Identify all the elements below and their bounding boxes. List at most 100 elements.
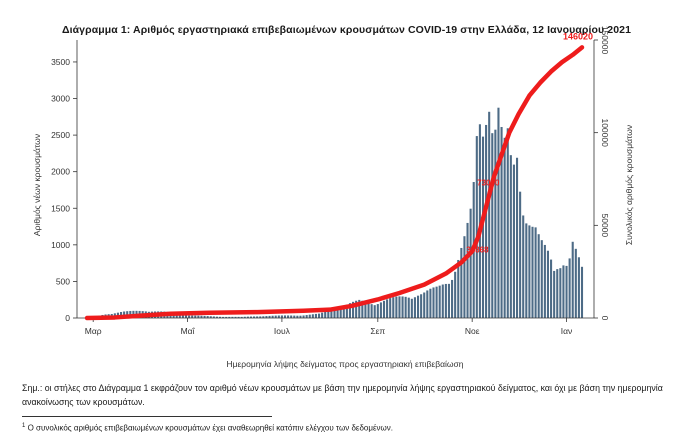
cumulative-value-label: 146020 bbox=[563, 31, 593, 41]
bar bbox=[457, 259, 460, 318]
bar bbox=[475, 136, 478, 318]
bar bbox=[580, 266, 584, 318]
bar bbox=[512, 164, 515, 318]
bar bbox=[271, 315, 274, 318]
bar bbox=[556, 269, 559, 318]
bar bbox=[398, 296, 401, 318]
bar bbox=[222, 316, 225, 318]
bar bbox=[280, 315, 283, 318]
bar bbox=[234, 316, 237, 318]
bar bbox=[537, 234, 540, 318]
bar bbox=[308, 314, 311, 318]
bar bbox=[491, 133, 494, 318]
bar bbox=[553, 270, 556, 318]
bar bbox=[188, 315, 191, 318]
y-right-tick-label: 50000 bbox=[600, 214, 610, 238]
bar bbox=[293, 315, 296, 318]
cumulative-line-series bbox=[84, 45, 585, 321]
bar bbox=[392, 297, 395, 318]
bar bbox=[243, 316, 246, 318]
bar bbox=[416, 295, 420, 318]
bar bbox=[404, 296, 407, 318]
bar bbox=[358, 299, 361, 318]
bar bbox=[451, 279, 454, 318]
x-axis-title: Ημερομηνία λήψης δείγματος προς εργαστηρ… bbox=[226, 359, 463, 369]
bar bbox=[256, 316, 259, 318]
bar bbox=[364, 301, 367, 318]
bar bbox=[191, 315, 194, 318]
footnote-text: Ο συνολικός αριθμός επιβεβαιωμένων κρουσ… bbox=[27, 423, 394, 433]
bar bbox=[246, 316, 249, 318]
bar bbox=[540, 240, 543, 318]
bar bbox=[407, 297, 410, 318]
chart: 0 500 1000 1500 2000 2500 3000 3500 0 50000 100000… bbox=[32, 26, 634, 369]
bar bbox=[420, 294, 423, 318]
bar bbox=[435, 286, 438, 318]
bar bbox=[485, 124, 488, 318]
bar bbox=[534, 227, 537, 318]
bar bbox=[426, 290, 429, 318]
bar bbox=[215, 316, 218, 318]
y-right-tick-label: 0 bbox=[600, 316, 610, 321]
bar-series bbox=[92, 107, 584, 319]
bar bbox=[184, 315, 188, 318]
y-left-tick-label: 0 bbox=[65, 313, 70, 323]
bar bbox=[568, 258, 571, 318]
bar bbox=[454, 271, 457, 318]
x-tick-label: Νοε bbox=[465, 326, 480, 336]
bar bbox=[410, 298, 413, 318]
bar bbox=[311, 314, 314, 318]
bar bbox=[376, 304, 379, 318]
bar bbox=[305, 315, 308, 318]
bar bbox=[460, 247, 463, 318]
bar bbox=[543, 244, 546, 318]
bar bbox=[389, 298, 392, 318]
labels: 36868 73000 146020 bbox=[466, 31, 593, 254]
axes: 0 500 1000 1500 2000 2500 3000 3500 0 50000 100000… bbox=[32, 26, 634, 369]
bar bbox=[302, 315, 305, 318]
bar bbox=[321, 312, 324, 318]
x-tick-label: Μαΐ bbox=[181, 326, 196, 336]
bar bbox=[209, 316, 212, 318]
bar bbox=[500, 126, 503, 319]
bar bbox=[373, 305, 376, 318]
bar bbox=[206, 316, 209, 318]
bar bbox=[444, 283, 447, 318]
bar bbox=[333, 310, 336, 318]
bar bbox=[506, 128, 509, 318]
bar bbox=[361, 300, 364, 318]
bar bbox=[240, 316, 243, 318]
bar bbox=[447, 283, 451, 318]
bar bbox=[277, 315, 280, 318]
y-left-tick-label: 3500 bbox=[51, 57, 70, 67]
bar bbox=[395, 296, 398, 318]
y-right-tick-label: 150000 bbox=[600, 26, 610, 55]
bar bbox=[565, 265, 568, 318]
bar bbox=[382, 300, 386, 318]
bar bbox=[441, 284, 444, 318]
bar bbox=[283, 315, 287, 318]
bar bbox=[327, 311, 330, 318]
bar bbox=[528, 225, 531, 318]
bar bbox=[287, 315, 290, 318]
bar bbox=[299, 315, 302, 318]
bar bbox=[339, 307, 342, 318]
y-right-axis-title: Συνολικός αριθμός κρουσμάτων bbox=[624, 125, 634, 245]
bar bbox=[488, 111, 491, 318]
bar bbox=[367, 302, 370, 318]
bar bbox=[386, 299, 389, 318]
y-left-tick-label: 1500 bbox=[51, 203, 70, 213]
bar bbox=[290, 315, 293, 318]
bar bbox=[228, 316, 231, 318]
y-left-tick-label: 500 bbox=[56, 276, 70, 286]
bar bbox=[274, 315, 277, 318]
bar bbox=[379, 302, 382, 318]
bar bbox=[181, 314, 184, 318]
bar bbox=[253, 316, 256, 318]
bar bbox=[259, 316, 262, 318]
x-tick-label: Ιουλ bbox=[274, 326, 291, 336]
y-right-tick-label: 100000 bbox=[600, 118, 610, 147]
bar bbox=[503, 137, 506, 318]
bar bbox=[515, 157, 519, 318]
bar bbox=[577, 257, 580, 318]
